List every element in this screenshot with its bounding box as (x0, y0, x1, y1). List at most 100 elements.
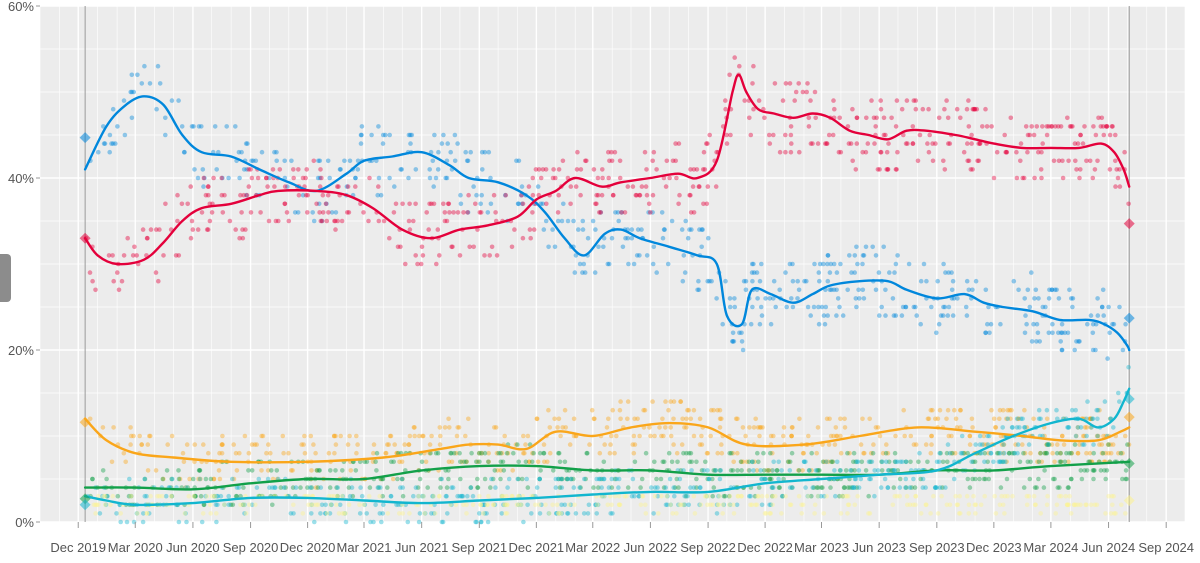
poll-point (334, 493, 340, 499)
poll-point (376, 485, 382, 490)
poll-point (1122, 149, 1127, 155)
poll-point (115, 270, 120, 275)
poll-point (407, 433, 413, 439)
poll-point (982, 450, 988, 456)
poll-point (612, 149, 618, 155)
poll-point (954, 502, 960, 508)
poll-point (669, 218, 675, 224)
poll-point (198, 476, 203, 482)
poll-point (786, 459, 792, 465)
poll-point (1004, 149, 1010, 155)
poll-point (444, 218, 450, 224)
poll-point (981, 433, 987, 439)
poll-point (1097, 442, 1102, 447)
poll-point (935, 511, 941, 516)
poll-point (558, 511, 564, 516)
poll-point (821, 459, 827, 465)
poll-point (917, 132, 923, 138)
poll-point (280, 433, 286, 439)
poll-point (852, 476, 858, 482)
poll-point (1067, 450, 1072, 456)
poll-point (974, 106, 980, 112)
poll-point (499, 511, 505, 516)
poll-point (808, 98, 813, 103)
poll-point (677, 192, 682, 198)
poll-point (893, 459, 898, 465)
poll-point (714, 502, 720, 508)
poll-point (1117, 399, 1122, 404)
poll-point (399, 476, 405, 482)
poll-point (671, 399, 677, 404)
poll-point (735, 416, 740, 422)
poll-point (148, 433, 153, 439)
poll-point (843, 468, 849, 473)
poll-point (267, 485, 272, 490)
poll-point (155, 63, 161, 69)
poll-point (762, 476, 768, 482)
poll-point (845, 511, 850, 516)
poll-point (789, 450, 795, 456)
x-tick-label: Mar 2022 (565, 540, 620, 555)
poll-point (446, 201, 451, 207)
poll-point (1033, 502, 1038, 508)
poll-point (1066, 425, 1071, 430)
poll-point (1090, 321, 1096, 327)
trend-line (83, 95, 1131, 352)
poll-point (1077, 339, 1082, 344)
poll-point (96, 493, 101, 499)
poll-point (654, 476, 659, 482)
poll-point (134, 253, 139, 258)
poll-point (364, 459, 370, 465)
poll-point (535, 459, 541, 465)
poll-point (886, 459, 892, 465)
poll-point (789, 433, 794, 439)
poll-point (714, 296, 719, 301)
poll-point (308, 502, 314, 508)
poll-point (986, 450, 991, 456)
poll-point (707, 132, 712, 138)
poll-point (769, 485, 775, 490)
poll-point (967, 433, 973, 439)
poll-point (1046, 296, 1052, 301)
poll-point (354, 450, 359, 456)
poll-point (556, 416, 562, 422)
poll-point (578, 167, 584, 172)
poll-point (781, 425, 787, 430)
poll-point (449, 459, 455, 465)
poll-point (370, 459, 376, 465)
poll-point (515, 442, 520, 447)
poll-point (706, 235, 711, 241)
poll-point (573, 511, 579, 516)
poll-point (692, 511, 698, 516)
poll-point (181, 459, 187, 465)
poll-point (834, 433, 839, 439)
poll-point (610, 192, 616, 198)
poll-point (568, 184, 574, 189)
poll-point (199, 519, 205, 525)
poll-point (1022, 407, 1027, 413)
poll-point (1116, 450, 1121, 456)
poll-point (845, 493, 851, 499)
poll-point (541, 450, 547, 456)
poll-point (866, 459, 872, 465)
poll-point (824, 493, 829, 499)
poll-point (421, 493, 426, 499)
poll-point (371, 450, 376, 456)
poll-point (558, 476, 564, 482)
poll-point (482, 253, 487, 258)
poll-point (476, 450, 482, 456)
poll-point (607, 450, 613, 456)
x-tick-label: Dec 2021 (509, 540, 565, 555)
poll-point (885, 450, 891, 456)
poll-point (331, 493, 337, 499)
poll-point (703, 493, 709, 499)
poll-point (762, 476, 767, 482)
poll-point (875, 167, 881, 172)
poll-point (468, 485, 474, 490)
poll-point (779, 493, 785, 499)
poll-point (777, 287, 782, 293)
poll-point (1111, 493, 1116, 499)
side-panel-handle[interactable] (0, 254, 11, 302)
poll-point (1088, 416, 1093, 422)
poll-point (823, 459, 829, 465)
